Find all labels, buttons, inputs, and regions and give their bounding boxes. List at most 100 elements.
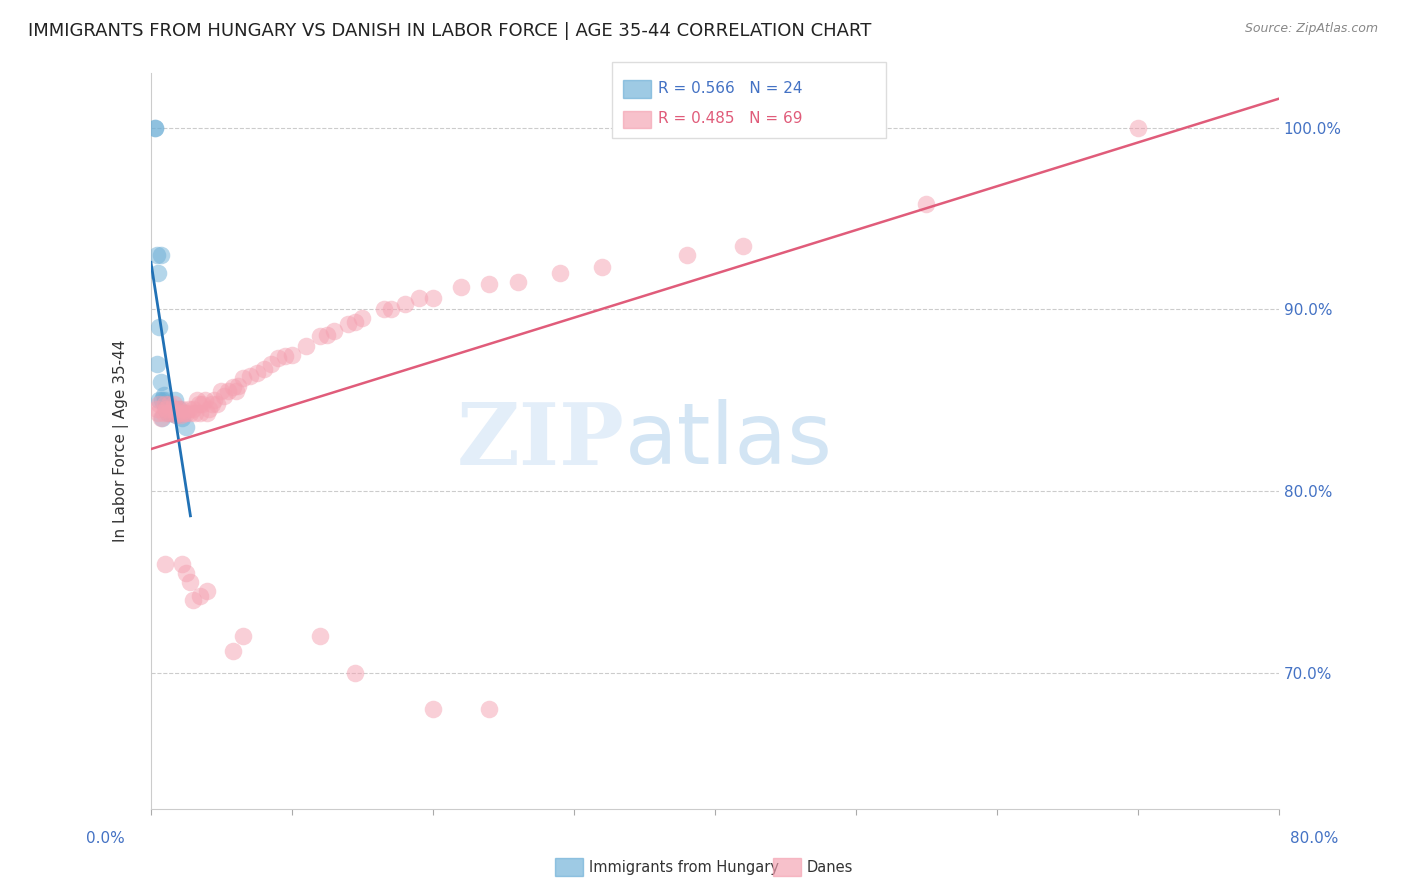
Point [153,397,176,411]
Text: Source: ZipAtlas.com: Source: ZipAtlas.com [1244,22,1378,36]
Point [162,397,184,411]
Point [274,350,297,364]
Point [323,324,346,338]
Point [170,402,193,417]
Point [675,248,697,262]
Point [143,120,166,135]
Point [152,406,174,420]
Point [181,593,204,607]
Point [172,406,194,420]
Point [422,291,444,305]
Point [188,590,211,604]
Point [195,406,218,420]
Point [170,411,193,425]
Point [222,380,245,394]
Point [225,384,247,398]
Point [450,280,472,294]
Point [179,406,201,420]
Point [155,402,177,417]
Point [422,702,444,716]
Point [373,302,395,317]
Point [145,357,167,371]
Point [394,297,416,311]
Point [239,369,262,384]
Point [267,351,290,366]
Point [167,406,190,420]
Point [190,397,212,411]
Text: 80.0%: 80.0% [1291,831,1339,846]
Point [148,393,170,408]
Point [159,406,181,420]
Point [183,406,205,420]
Point [174,406,197,420]
Point [174,566,197,580]
Point [157,402,180,417]
Point [309,629,332,643]
Point [165,408,187,422]
Point [166,402,188,417]
Point [260,357,283,371]
Point [148,397,170,411]
Point [246,366,269,380]
Text: Immigrants from Hungary: Immigrants from Hungary [589,860,779,874]
Point [211,384,233,398]
Point [202,393,225,408]
Point [149,411,172,425]
Point [316,327,339,342]
Point [153,393,176,408]
Point [162,402,184,417]
Point [155,402,177,417]
Point [156,406,179,420]
Point [232,629,254,643]
Text: atlas: atlas [624,400,832,483]
Point [153,557,176,571]
Point [143,120,166,135]
Point [733,238,755,252]
Point [344,665,367,680]
Point [228,378,250,392]
Point [188,406,211,420]
Point [156,406,179,420]
Text: ZIP: ZIP [457,399,624,483]
Y-axis label: In Labor Force | Age 35-44: In Labor Force | Age 35-44 [114,340,129,542]
Point [160,402,183,417]
Text: 0.0%: 0.0% [86,831,125,846]
Point [218,384,240,398]
Point [170,557,193,571]
Point [915,197,938,211]
Point [309,329,332,343]
Point [146,266,169,280]
Point [222,644,245,658]
Text: Danes: Danes [807,860,853,874]
Point [152,387,174,401]
Point [187,397,209,411]
Point [352,311,374,326]
Point [145,248,167,262]
Point [295,338,318,352]
Point [337,317,360,331]
Point [149,375,172,389]
Point [177,402,200,417]
Point [163,402,186,417]
Point [506,275,529,289]
Point [591,260,613,275]
Point [380,302,402,317]
Point [150,393,173,408]
Point [167,402,190,417]
Point [478,277,501,291]
Point [408,291,430,305]
Text: R = 0.566   N = 24: R = 0.566 N = 24 [658,81,803,95]
Point [149,248,172,262]
Point [169,408,191,422]
Point [253,362,276,376]
Point [548,266,571,280]
Text: R = 0.485   N = 69: R = 0.485 N = 69 [658,112,803,126]
Point [344,315,367,329]
Point [179,574,201,589]
Point [155,397,177,411]
Point [197,402,219,417]
Point [146,406,169,420]
Point [186,393,208,408]
Point [214,389,236,403]
Text: IMMIGRANTS FROM HUNGARY VS DANISH IN LABOR FORCE | AGE 35-44 CORRELATION CHART: IMMIGRANTS FROM HUNGARY VS DANISH IN LAB… [28,22,872,40]
